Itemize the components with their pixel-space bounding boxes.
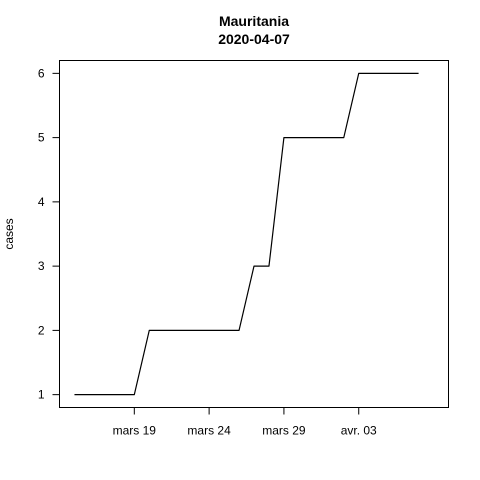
y-tick-label: 4 bbox=[38, 195, 45, 209]
y-tick-label: 5 bbox=[38, 131, 45, 145]
y-tick-label: 2 bbox=[38, 323, 45, 337]
x-axis: mars 19 mars 24 mars 29 avr. 03 bbox=[113, 407, 377, 438]
x-tick-label: mars 29 bbox=[262, 424, 306, 438]
x-tick-label: mars 19 bbox=[113, 424, 157, 438]
chart-title: Mauritania bbox=[219, 13, 289, 29]
x-tick-label: avr. 03 bbox=[341, 424, 377, 438]
y-tick-label: 3 bbox=[38, 259, 45, 273]
series-layer bbox=[74, 72, 419, 396]
chart-subtitle: 2020-04-07 bbox=[218, 31, 290, 47]
y-tick-label: 1 bbox=[38, 388, 45, 402]
series-line bbox=[74, 72, 419, 396]
plot-frame bbox=[59, 60, 449, 408]
y-axis-label: cases bbox=[2, 218, 16, 249]
y-tick-label: 6 bbox=[38, 66, 45, 80]
y-axis: 1 2 3 4 5 6 bbox=[38, 66, 60, 402]
x-tick-label: mars 24 bbox=[187, 424, 231, 438]
